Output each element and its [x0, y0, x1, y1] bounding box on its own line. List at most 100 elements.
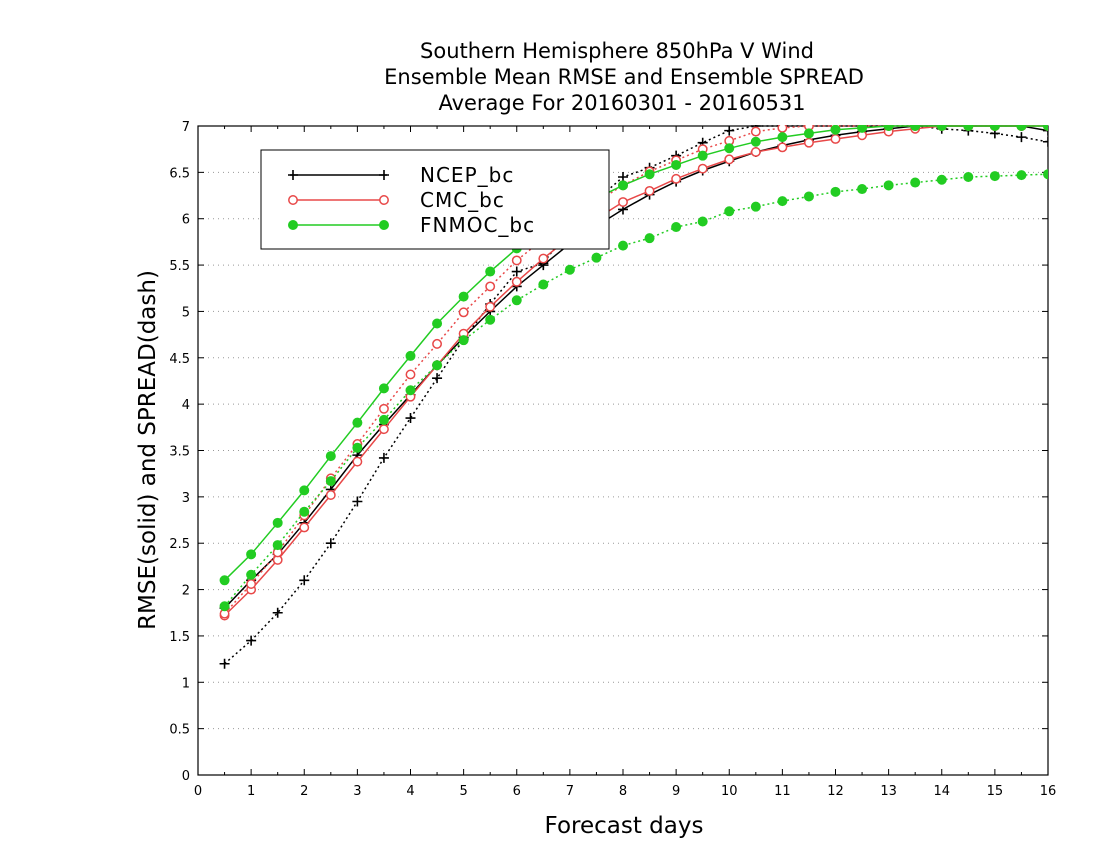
data-point-ncep-bc-spread [272, 607, 283, 618]
gridlines [198, 171, 1048, 730]
data-point-fnmoc-bc-rmse [803, 128, 814, 139]
y-tick-label: 4.5 [169, 352, 190, 367]
data-point-ncep-bc-spread [325, 538, 336, 549]
y-axis-label: RMSE(solid) and SPREAD(dash) [135, 270, 161, 630]
legend: NCEP_bc CMC_bc FNMOC_bc [260, 149, 610, 250]
data-point-cmc-bc-rmse [485, 301, 496, 312]
y-tick-label: 0.5 [169, 723, 190, 738]
data-point-fnmoc-bc-rmse [724, 143, 735, 154]
data-point-cmc-bc-rmse [325, 490, 336, 500]
data-point-fnmoc-bc-rmse [246, 549, 257, 560]
data-point-fnmoc-bc-rmse [1016, 125, 1027, 131]
data-point-fnmoc-bc-rmse [299, 485, 310, 496]
data-point-fnmoc-bc-rmse [750, 136, 761, 147]
series-line-ncep-bc-spread [224, 125, 1048, 665]
legend-markers [288, 170, 389, 230]
legend-marker-ncep [288, 170, 298, 180]
data-point-fnmoc-bc-rmse [857, 125, 868, 133]
x-tick-label: 12 [827, 784, 844, 799]
data-point-fnmoc-bc-rmse [830, 125, 841, 135]
x-tick-label: 10 [721, 784, 738, 799]
data-point-ncep-bc-spread [432, 373, 443, 384]
data-point-fnmoc-bc-spread [272, 540, 283, 551]
data-point-cmc-bc-rmse [299, 522, 310, 533]
data-point-fnmoc-bc-rmse [618, 180, 628, 191]
data-point-cmc-bc-rmse [750, 147, 761, 157]
y-tick-label: 3.5 [169, 445, 190, 460]
data-point-fnmoc-bc-spread [458, 335, 469, 346]
legend-marker-cmc [288, 195, 298, 205]
data-point-ncep-bc-spread [1043, 136, 1048, 147]
data-point-fnmoc-bc-spread [1043, 169, 1048, 180]
data-point-fnmoc-bc-rmse [910, 125, 921, 131]
data-point-cmc-bc-rmse [830, 134, 841, 144]
x-tick-label: 1 [247, 784, 255, 799]
data-point-cmc-bc-rmse [511, 276, 522, 287]
data-point-fnmoc-bc-rmse [325, 451, 336, 462]
x-tick-label: 15 [987, 784, 1004, 799]
data-point-fnmoc-bc-spread [671, 222, 682, 233]
x-axis-label: Forecast days [545, 813, 704, 839]
data-point-fnmoc-bc-spread [963, 171, 974, 182]
data-point-ncep-bc-spread [511, 266, 522, 277]
data-point-cmc-bc-spread [511, 255, 522, 266]
data-point-fnmoc-bc-spread [910, 177, 921, 188]
data-point-fnmoc-bc-rmse [219, 575, 230, 586]
y-tick-label: 6 [182, 213, 190, 228]
data-point-cmc-bc-rmse [378, 424, 389, 435]
legend-label-fnmoc: FNMOC_bc [420, 213, 535, 237]
x-tick-label: 4 [406, 784, 414, 799]
x-tick-label: 7 [566, 784, 574, 799]
data-point-cmc-bc-rmse [671, 173, 682, 184]
data-point-cmc-bc-rmse [697, 163, 708, 174]
x-axis-ticks: 0 1 2 3 4 5 6 7 8 9 10 11 12 13 14 15 16 [194, 126, 1056, 799]
data-point-cmc-bc-rmse [538, 253, 549, 264]
legend-marker-cmc [379, 195, 389, 205]
data-point-cmc-bc-spread [458, 307, 469, 318]
data-point-ncep-bc-spread [405, 413, 416, 424]
data-point-fnmoc-bc-rmse [405, 350, 416, 361]
y-tick-label: 2 [182, 584, 190, 599]
x-tick-label: 3 [353, 784, 361, 799]
data-point-fnmoc-bc-spread [538, 279, 549, 290]
y-tick-label: 6.5 [169, 166, 190, 181]
data-point-fnmoc-bc-spread [777, 196, 788, 207]
data-point-ncep-bc-spread [378, 452, 389, 463]
data-point-cmc-bc-rmse [644, 185, 655, 196]
y-tick-label: 3 [182, 491, 190, 506]
x-tick-label: 5 [459, 784, 467, 799]
y-tick-label: 2.5 [169, 537, 190, 552]
x-tick-label: 0 [194, 784, 202, 799]
y-axis-ticks: 0 0.5 1 1.5 2 2.5 3 3.5 4 4.5 5 5.5 6 6.5 7 [169, 120, 1048, 784]
title-line-2: Ensemble Mean RMSE and Ensemble SPREAD [384, 65, 864, 89]
y-tick-label: 5 [182, 305, 190, 320]
data-point-ncep-bc-spread [219, 658, 230, 669]
data-point-fnmoc-bc-spread [618, 240, 628, 251]
data-point-fnmoc-bc-rmse [352, 417, 363, 428]
data-point-fnmoc-bc-spread [591, 252, 602, 263]
x-tick-label: 11 [774, 784, 791, 799]
series-fnmoc-bc-spread [219, 169, 1048, 612]
data-point-ncep-bc-spread [724, 125, 735, 136]
data-point-cmc-bc-rmse [352, 456, 363, 467]
data-point-ncep-bc-rmse [1043, 125, 1048, 136]
data-point-ncep-bc-spread [1016, 132, 1027, 143]
data-point-fnmoc-bc-spread [803, 191, 814, 202]
data-point-fnmoc-bc-spread [644, 233, 655, 244]
data-point-fnmoc-bc-spread [511, 295, 522, 306]
data-point-fnmoc-bc-rmse [883, 125, 894, 131]
legend-label-ncep: NCEP_bc [420, 163, 514, 187]
data-point-cmc-bc-spread [378, 403, 389, 414]
data-point-fnmoc-bc-spread [325, 476, 336, 487]
x-tick-label: 2 [300, 784, 308, 799]
legend-marker-fnmoc [288, 220, 298, 230]
data-point-fnmoc-bc-spread [936, 174, 947, 185]
data-point-cmc-bc-spread [485, 281, 496, 292]
y-tick-label: 7 [182, 120, 190, 135]
data-point-cmc-bc-rmse [724, 154, 735, 165]
data-point-fnmoc-bc-spread [299, 506, 310, 517]
legend-marker-fnmoc [379, 220, 389, 230]
data-point-fnmoc-bc-spread [246, 569, 257, 580]
data-point-fnmoc-bc-rmse [936, 125, 947, 131]
y-tick-label: 1 [182, 676, 190, 691]
